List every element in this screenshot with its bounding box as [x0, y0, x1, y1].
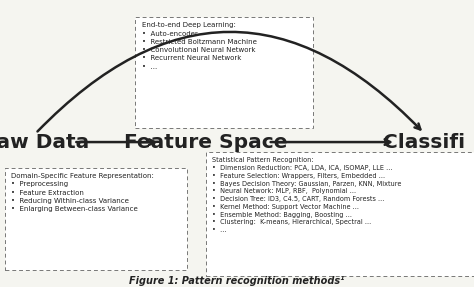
- FancyBboxPatch shape: [5, 168, 187, 270]
- Text: Domain-Specific Feature Representation:
•  Preprocessing
•  Feature Extraction
•: Domain-Specific Feature Representation: …: [11, 173, 154, 212]
- Text: End-to-end Deep Learning:
•  Auto-encoder
•  Restricted Boltzmann Machine
•  Con: End-to-end Deep Learning: • Auto-encoder…: [142, 22, 256, 70]
- Text: Classifi: Classifi: [383, 133, 465, 152]
- Text: Feature Space: Feature Space: [125, 133, 288, 152]
- Text: Raw Data: Raw Data: [0, 133, 90, 152]
- Text: Figure 1: Pattern recognition methods¹: Figure 1: Pattern recognition methods¹: [129, 276, 345, 286]
- Text: Statistical Pattern Recognition:
•  Dimension Reduction: PCA, LDA, ICA, ISOMAP, : Statistical Pattern Recognition: • Dimen…: [212, 157, 401, 233]
- FancyBboxPatch shape: [206, 152, 474, 276]
- FancyBboxPatch shape: [135, 17, 313, 128]
